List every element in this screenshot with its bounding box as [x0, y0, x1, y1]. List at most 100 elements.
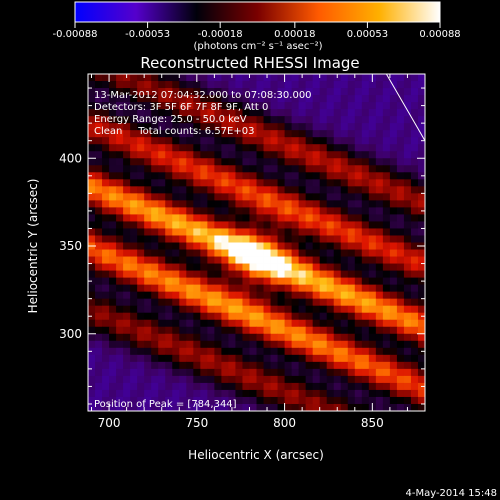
heatmap-cell [109, 151, 117, 159]
heatmap-cell [382, 382, 391, 391]
heatmap-cell [165, 200, 173, 208]
heatmap-cell [284, 347, 293, 356]
heatmap-cell [179, 354, 187, 363]
heatmap-cell [291, 347, 300, 356]
heatmap-cell [221, 123, 229, 131]
heatmap-cell [361, 347, 370, 356]
heatmap-cell [151, 347, 159, 356]
heatmap-cell [186, 270, 194, 279]
heatmap-cell [172, 81, 180, 89]
heatmap-cell [270, 382, 278, 391]
heatmap-cell [347, 207, 356, 215]
heatmap-cell [403, 130, 412, 138]
heatmap-cell [375, 375, 384, 384]
heatmap-cell [333, 396, 342, 405]
heatmap-cell [165, 368, 173, 377]
heatmap-cell [361, 242, 370, 250]
heatmap-cell [340, 95, 349, 103]
heatmap-cell [284, 382, 293, 391]
heatmap-cell [102, 284, 110, 293]
heatmap-cell [291, 389, 300, 398]
heatmap-cell [263, 305, 271, 314]
heatmap-cell [410, 326, 419, 335]
heatmap-cell [102, 88, 110, 96]
heatmap-cell [109, 375, 117, 384]
heatmap-cell [235, 151, 243, 159]
heatmap-cell [312, 319, 321, 328]
heatmap-cell [410, 291, 419, 300]
heatmap-cell [284, 200, 293, 208]
heatmap-cell [172, 305, 180, 314]
heatmap-cell [347, 403, 356, 412]
heatmap-cell [368, 172, 377, 180]
heatmap-cell [361, 144, 370, 152]
heatmap-cell [340, 347, 349, 356]
heatmap-cell [382, 95, 391, 103]
heatmap-cell [214, 144, 222, 152]
heatmap-cell [403, 137, 412, 145]
heatmap-cell [165, 389, 173, 398]
heatmap-cell [256, 228, 264, 236]
heatmap-cell [242, 277, 250, 286]
heatmap-cell [382, 256, 391, 264]
heatmap-cell [102, 326, 110, 335]
heatmap-cell [179, 151, 187, 159]
heatmap-cell [123, 256, 131, 264]
heatmap-cell [151, 319, 159, 328]
heatmap-cell [354, 291, 363, 300]
heatmap-cell [207, 116, 215, 124]
heatmap-cell [214, 298, 222, 307]
heatmap-cell [312, 123, 321, 131]
heatmap-cell [340, 165, 349, 173]
heatmap-cell [214, 375, 222, 384]
heatmap-cell [151, 403, 159, 412]
heatmap-cell [165, 305, 173, 314]
heatmap-cell [284, 284, 293, 293]
heatmap-cell [354, 235, 363, 243]
heatmap-cell [200, 130, 208, 138]
heatmap-cell [137, 249, 145, 257]
heatmap-cell [144, 102, 152, 110]
heatmap-cell [305, 347, 314, 356]
heatmap-cell [123, 354, 131, 363]
heatmap-cell [172, 354, 180, 363]
heatmap-cell [354, 319, 363, 328]
heatmap-cell [312, 361, 321, 370]
heatmap-cell [277, 95, 285, 103]
heatmap-cell [158, 130, 166, 138]
heatmap-cell [256, 242, 264, 250]
heatmap-cell [123, 200, 131, 208]
heatmap-cell [256, 158, 264, 166]
heatmap-cell [277, 172, 285, 180]
heatmap-cell [298, 109, 307, 117]
heatmap-cell [109, 102, 117, 110]
heatmap-cell [249, 249, 257, 257]
heatmap-cell [102, 137, 110, 145]
heatmap-cell [361, 102, 370, 110]
heatmap-cell [144, 130, 152, 138]
heatmap-cell [319, 396, 328, 405]
heatmap-cell [291, 396, 300, 405]
heatmap-cell [396, 207, 405, 215]
heatmap-cell [88, 389, 96, 398]
heatmap-cell [130, 137, 138, 145]
heatmap-cell [340, 340, 349, 349]
heatmap-cell [249, 186, 257, 194]
heatmap-cell [417, 249, 426, 257]
heatmap-cell [130, 270, 138, 279]
heatmap-cell [284, 193, 293, 201]
heatmap-cell [102, 214, 110, 222]
heatmap-cell [333, 256, 342, 264]
heatmap-cell [298, 312, 307, 321]
heatmap-cell [340, 102, 349, 110]
heatmap-cell [116, 109, 124, 117]
heatmap-cell [417, 151, 426, 159]
heatmap-cell [165, 172, 173, 180]
heatmap-cell [312, 256, 321, 264]
heatmap-cell [326, 158, 335, 166]
heatmap-cell [368, 284, 377, 293]
heatmap-cell [263, 95, 271, 103]
heatmap-cell [151, 186, 159, 194]
heatmap-cell [165, 256, 173, 264]
heatmap-cell [249, 298, 257, 307]
